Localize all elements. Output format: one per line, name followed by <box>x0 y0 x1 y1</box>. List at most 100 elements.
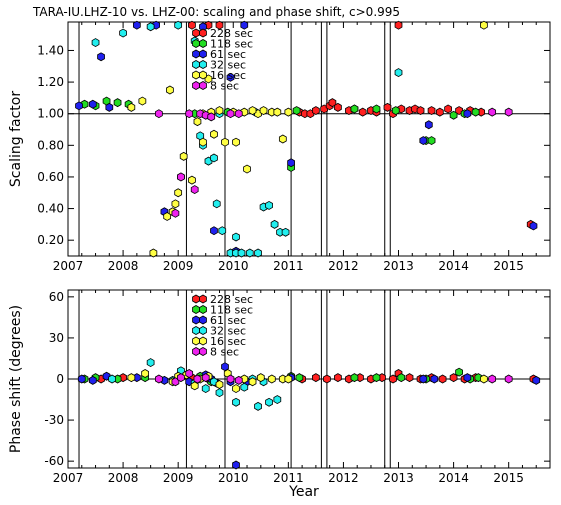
data-point <box>350 373 359 383</box>
data-point <box>190 381 199 391</box>
x-tick-label: 2007 <box>53 259 84 273</box>
x-tick-label: 2007 <box>53 471 84 485</box>
data-point <box>358 107 367 117</box>
data-point <box>88 99 97 109</box>
chart-title: TARA-IU.LHZ-10 vs. LHZ-00: scaling and p… <box>32 5 400 19</box>
data-point <box>88 375 97 385</box>
legend-label: 118 sec <box>210 38 253 51</box>
x-tick-label: 2008 <box>108 471 139 485</box>
data-point <box>323 374 331 384</box>
data-point <box>265 397 273 407</box>
y-tick-label: 0 <box>56 372 64 386</box>
data-point <box>419 136 428 146</box>
legend-marker <box>192 294 200 304</box>
data-point <box>155 374 163 384</box>
data-point <box>221 137 229 147</box>
data-point <box>113 98 122 108</box>
y-tick-label: 0.20 <box>37 233 64 247</box>
data-point <box>127 102 136 112</box>
data-point <box>127 373 136 383</box>
y-tick-label: -60 <box>44 454 64 468</box>
data-point <box>284 374 293 384</box>
data-point <box>273 395 282 405</box>
legend-marker <box>199 49 207 59</box>
data-point <box>119 28 127 38</box>
y-axis-label: Scaling factor <box>8 91 24 187</box>
y-tick-label: 1.00 <box>37 107 64 121</box>
data-point <box>295 373 304 383</box>
plot-frame <box>67 21 551 257</box>
x-axis-label: Year <box>288 484 319 500</box>
y-tick-label: 0.80 <box>37 138 64 152</box>
data-point <box>243 164 251 174</box>
data-point <box>215 388 224 398</box>
legend-marker <box>192 49 200 59</box>
legend-label: 32 sec <box>210 59 246 72</box>
data-point <box>488 374 497 384</box>
data-point <box>480 20 488 30</box>
legend-label: 32 sec <box>210 325 246 338</box>
data-point <box>91 38 100 48</box>
series-61-sec <box>75 20 538 256</box>
legend-label: 16 sec <box>210 69 246 82</box>
y-tick-label: 1.20 <box>37 75 64 89</box>
data-point <box>240 382 249 392</box>
data-point <box>215 20 224 30</box>
legend-marker <box>199 60 207 69</box>
data-point <box>174 188 183 198</box>
legend-label: 228 sec <box>210 293 253 306</box>
legend-marker <box>199 70 207 80</box>
data-point <box>504 107 513 117</box>
data-point <box>463 109 472 119</box>
x-tick-label: 2015 <box>493 259 524 273</box>
legend-marker <box>192 336 200 346</box>
legend-marker <box>192 60 200 69</box>
data-point <box>105 102 114 112</box>
data-point <box>237 248 246 258</box>
x-tick-label: 2015 <box>493 471 524 485</box>
data-point <box>292 106 301 116</box>
data-point <box>210 129 218 139</box>
data-point <box>471 107 480 117</box>
data-point <box>218 226 227 236</box>
data-point <box>278 134 287 144</box>
data-point <box>171 199 180 209</box>
data-point <box>215 106 224 116</box>
data-point <box>328 98 337 108</box>
data-point <box>190 185 199 195</box>
x-tick-label: 2011 <box>273 259 304 273</box>
legend-marker <box>199 305 207 314</box>
data-point <box>405 373 414 383</box>
legend-marker <box>199 28 207 38</box>
scaling-factor-panel: 2007 2008 2009 2010 2011 2012 2013 2014 2015 0.20… <box>8 20 551 273</box>
data-point <box>199 137 207 147</box>
data-point <box>234 109 243 119</box>
series-8-sec <box>155 369 513 387</box>
data-point <box>232 397 240 407</box>
data-point <box>210 226 218 236</box>
y-tick-label: 1.40 <box>37 43 64 57</box>
phase-shift-panel: 2007 2008 2009 2010 2011 2012 2013 2014 2015 -60 -… <box>8 289 551 485</box>
legend-marker <box>199 315 207 325</box>
data-point <box>141 369 149 378</box>
x-tick-label: 2009 <box>163 259 194 273</box>
data-point <box>232 460 240 470</box>
data-point <box>312 106 320 116</box>
data-point <box>270 219 279 229</box>
data-point <box>179 151 188 161</box>
data-point <box>210 153 218 163</box>
x-tick-label: 2012 <box>328 259 359 273</box>
data-point <box>226 109 235 119</box>
legend-marker <box>199 347 207 356</box>
data-point <box>185 369 194 378</box>
data-point <box>240 20 249 30</box>
data-point <box>248 377 257 387</box>
x-tick-label: 2014 <box>438 259 469 273</box>
legend-marker <box>192 81 200 90</box>
data-point <box>226 374 235 384</box>
data-point <box>254 248 262 258</box>
data-point <box>372 104 381 114</box>
data-point <box>177 172 185 182</box>
